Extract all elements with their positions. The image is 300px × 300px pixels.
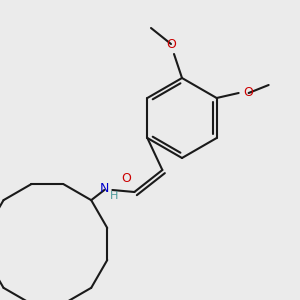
- Text: O: O: [166, 38, 176, 50]
- Text: O: O: [244, 86, 254, 100]
- Text: N: N: [100, 182, 109, 194]
- Text: H: H: [110, 191, 118, 201]
- Text: O: O: [122, 172, 131, 184]
